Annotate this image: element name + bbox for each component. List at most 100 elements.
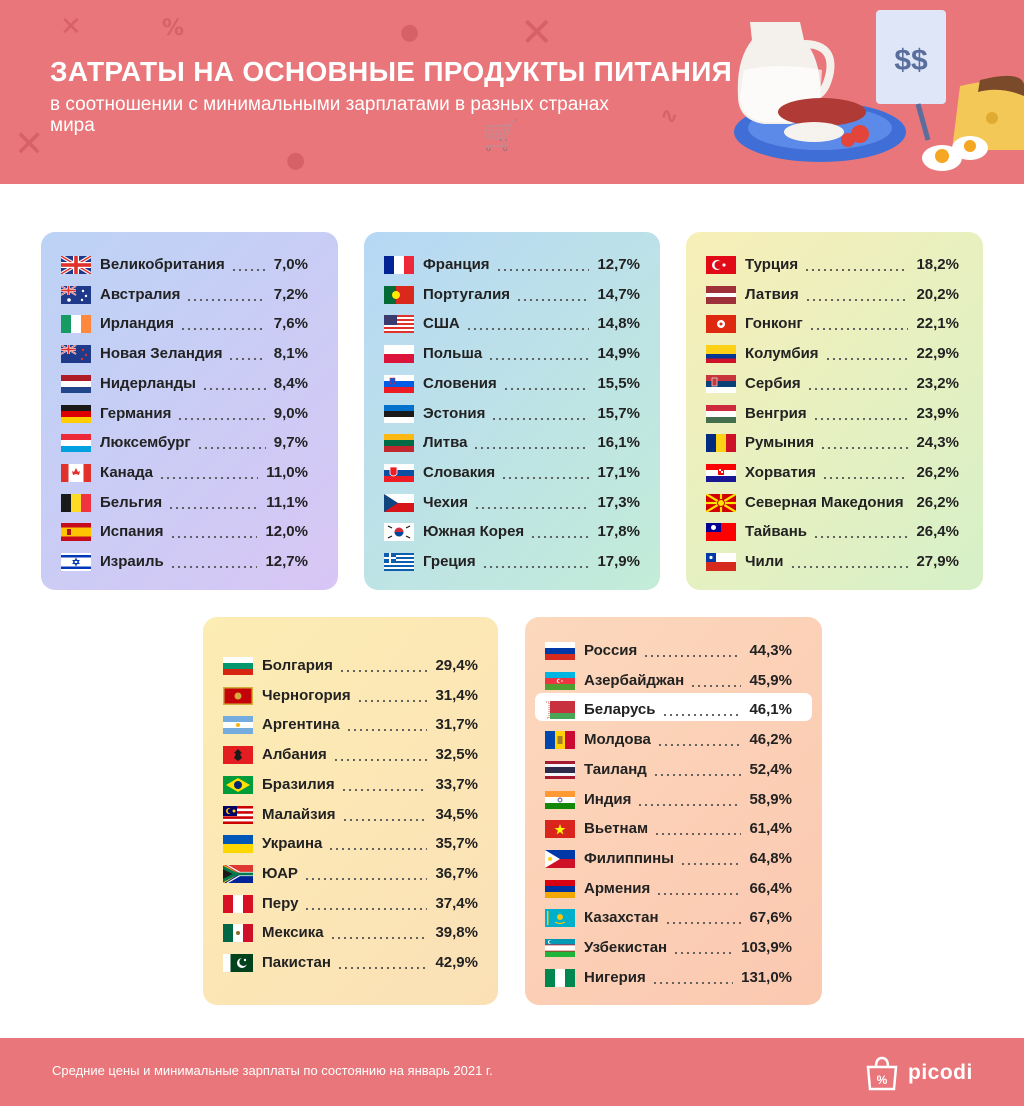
argentina-flag-icon: [223, 716, 253, 734]
country-row: Казахстан 67,6%: [545, 903, 792, 933]
country-name: Мексика: [262, 924, 324, 941]
cost-percentage: 20,2%: [916, 286, 959, 303]
country-name: Украина: [262, 835, 323, 852]
country-name: Болгария: [262, 657, 333, 674]
cost-percentage: 16,1%: [597, 434, 640, 451]
dot-leader: [637, 804, 741, 806]
cost-percentage: 37,4%: [435, 895, 478, 912]
dot-leader: [330, 937, 427, 939]
latvia-flag-icon: [706, 286, 736, 304]
country-row: Перу 37,4%: [223, 889, 478, 919]
russia-flag-icon: [545, 642, 575, 660]
dot-leader: [653, 774, 741, 776]
pakistan-flag-icon: [223, 954, 253, 972]
slovakia-flag-icon: [384, 464, 414, 482]
country-name: Великобритания: [100, 256, 225, 273]
cost-percentage: 33,7%: [435, 776, 478, 793]
mexico-flag-icon: [223, 924, 253, 942]
cross-decoration-icon: ✕: [60, 12, 82, 42]
country-name: Испания: [100, 523, 164, 540]
country-row: Таиланд 52,4%: [545, 755, 792, 785]
country-row: Тайвань 26,4%: [706, 517, 959, 547]
dot-leader: [231, 269, 266, 271]
dot-leader: [643, 655, 741, 657]
country-name: Румыния: [745, 434, 815, 451]
dot-leader: [790, 566, 908, 568]
country-row: Болгария 29,4%: [223, 651, 478, 681]
germany-flag-icon: [61, 405, 91, 423]
percent-decoration-icon: %: [162, 16, 185, 41]
country-row: Польша 14,9%: [384, 339, 640, 369]
country-name: Тайвань: [745, 523, 807, 540]
country-row: Сербия 23,2%: [706, 369, 959, 399]
country-row: Мексика 39,8%: [223, 918, 478, 948]
hungary-flag-icon: [706, 405, 736, 423]
israel-flag-icon: [61, 553, 91, 571]
country-row: Пакистан 42,9%: [223, 948, 478, 978]
country-name: Ирландия: [100, 315, 174, 332]
country-name: Бразилия: [262, 776, 335, 793]
dot-leader: [488, 358, 589, 360]
moldova-flag-icon: [545, 731, 575, 749]
highlight-row-belarus: [535, 693, 812, 721]
cross-decoration-icon: ✕: [520, 10, 554, 56]
portugal-flag-icon: [384, 286, 414, 304]
country-row: Украина 35,7%: [223, 829, 478, 859]
country-name: Чили: [745, 553, 784, 570]
cost-percentage: 11,1%: [266, 494, 308, 511]
country-row: Россия 44,3%: [545, 636, 792, 666]
south-africa-flag-icon: [223, 865, 253, 883]
country-row: Гонконг 22,1%: [706, 309, 959, 339]
dot-leader: [186, 299, 266, 301]
australia-flag-icon: [61, 286, 91, 304]
country-row: Новая Зеландия 8,1%: [61, 339, 308, 369]
country-row: ЮАР 36,7%: [223, 859, 478, 889]
cost-percentage: 61,4%: [749, 820, 792, 837]
cost-percentage: 64,8%: [749, 850, 792, 867]
country-name: Канада: [100, 464, 153, 481]
country-name: Сербия: [745, 375, 801, 392]
circle-decoration-icon: ●: [286, 148, 306, 173]
country-row: Великобритания 7,0%: [61, 250, 308, 280]
cost-percentage: 14,7%: [597, 286, 640, 303]
cost-percentage: 46,1%: [749, 701, 792, 718]
circle-decoration-icon: ●: [400, 20, 420, 45]
country-name: Литва: [423, 434, 468, 451]
country-name: Латвия: [745, 286, 799, 303]
cost-percentage: 131,0%: [741, 969, 792, 986]
uzbekistan-flag-icon: [545, 939, 575, 957]
cost-percentage: 23,2%: [916, 375, 959, 392]
zigzag-decoration-icon: ∿: [660, 104, 679, 129]
country-row: Черногория 31,4%: [223, 681, 478, 711]
country-row: Колумбия 22,9%: [706, 339, 959, 369]
cost-percentage: 17,8%: [597, 523, 640, 540]
ireland-flag-icon: [61, 315, 91, 333]
vietnam-flag-icon: [545, 820, 575, 838]
kazakhstan-flag-icon: [545, 909, 575, 927]
dot-leader: [822, 477, 908, 479]
country-name: Беларусь: [584, 701, 656, 718]
dot-leader: [805, 299, 908, 301]
country-row: Литва 16,1%: [384, 428, 640, 458]
cost-percentage: 46,2%: [749, 731, 792, 748]
albania-flag-icon: [223, 746, 253, 764]
cost-percentage: 67,6%: [749, 909, 792, 926]
country-row: Албания 32,5%: [223, 740, 478, 770]
ukraine-flag-icon: [223, 835, 253, 853]
dot-leader: [516, 299, 589, 301]
country-row: Нидерланды 8,4%: [61, 369, 308, 399]
country-name: Пакистан: [262, 954, 331, 971]
cart-decoration-icon: 🛒: [482, 118, 520, 153]
country-name: Узбекистан: [584, 939, 668, 956]
new-zealand-flag-icon: [61, 345, 91, 363]
dot-leader: [662, 714, 741, 716]
country-row: Греция 17,9%: [384, 547, 640, 577]
country-row: Словакия 17,1%: [384, 458, 640, 488]
dot-leader: [228, 358, 266, 360]
dot-leader: [466, 328, 589, 330]
country-name: Эстония: [423, 405, 486, 422]
dot-leader: [807, 388, 908, 390]
country-row: Хорватия 26,2%: [706, 458, 959, 488]
cost-percentage: 18,2%: [916, 256, 959, 273]
hong-kong-flag-icon: [706, 315, 736, 333]
